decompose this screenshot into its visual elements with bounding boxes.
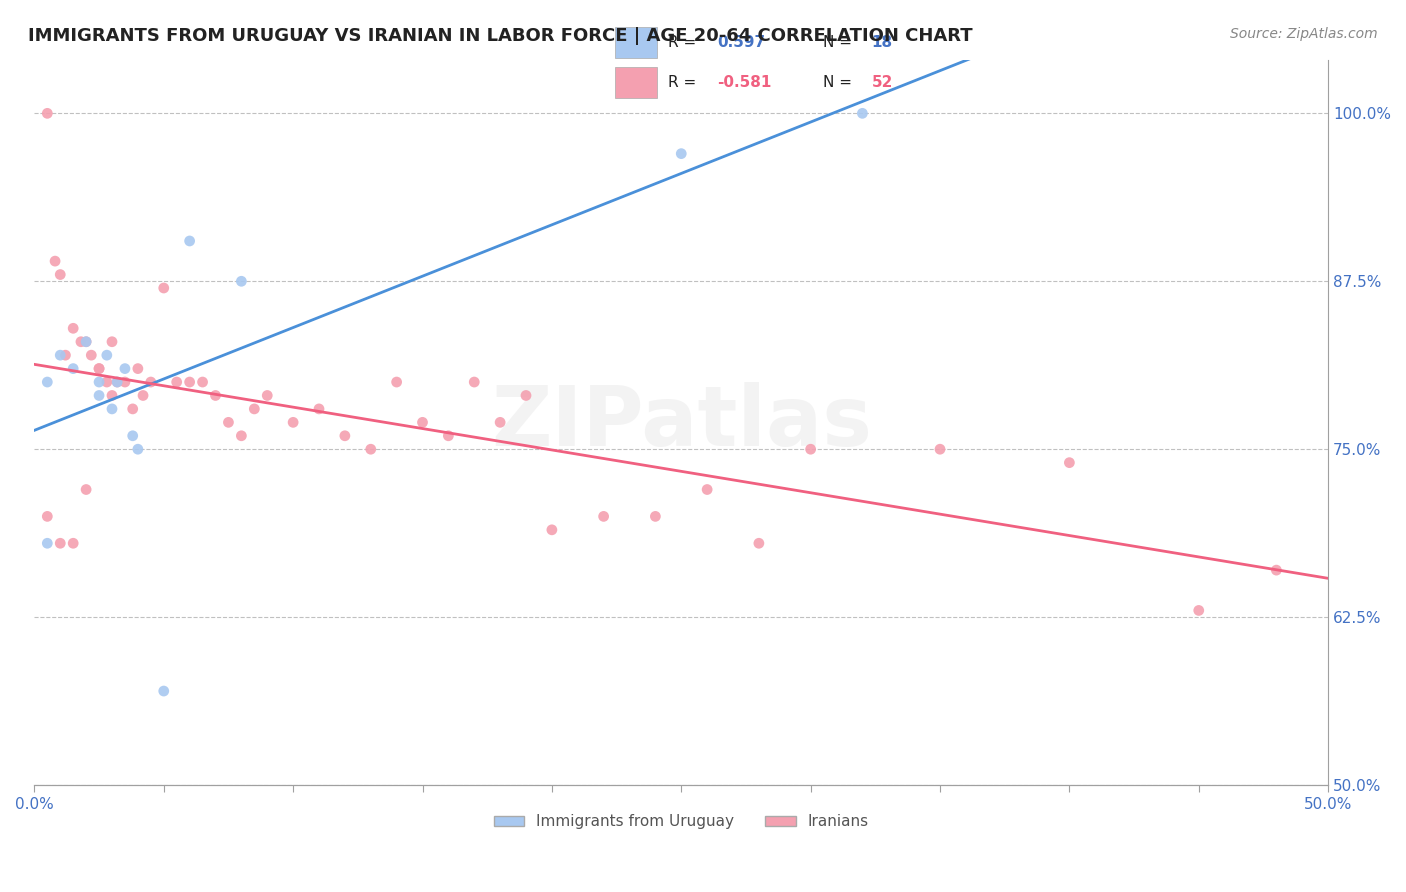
Point [412, 415, 434, 429]
Point [75, 483, 97, 497]
Point [308, 401, 330, 416]
Point [80, 348, 103, 362]
Point [929, 442, 952, 457]
Point [121, 401, 143, 416]
Point [121, 429, 143, 443]
Point [489, 415, 512, 429]
Point [333, 429, 356, 443]
Point [179, 234, 201, 248]
Point [191, 375, 214, 389]
Point [541, 523, 564, 537]
Point [105, 375, 128, 389]
Point [515, 388, 537, 402]
Point [179, 375, 201, 389]
Point [360, 442, 382, 457]
Point [152, 684, 174, 698]
Point [1265, 563, 1288, 577]
Text: IMMIGRANTS FROM URUGUAY VS IRANIAN IN LABOR FORCE | AGE 20-64 CORRELATION CHART: IMMIGRANTS FROM URUGUAY VS IRANIAN IN LA… [28, 27, 973, 45]
Text: R =: R = [668, 75, 702, 89]
Text: R =: R = [668, 36, 702, 50]
Point [105, 375, 128, 389]
Point [748, 536, 770, 550]
Text: 0.597: 0.597 [717, 36, 765, 50]
Point [75, 334, 97, 349]
Point [55, 348, 77, 362]
Point [114, 375, 136, 389]
Text: ZIPatlas: ZIPatlas [491, 382, 872, 463]
Point [127, 361, 149, 376]
Point [132, 388, 155, 402]
Point [70, 334, 93, 349]
FancyBboxPatch shape [616, 67, 658, 98]
Point [463, 375, 485, 389]
Point [231, 429, 253, 443]
Point [217, 415, 239, 429]
Point [166, 375, 188, 389]
Point [644, 509, 666, 524]
Point [101, 401, 124, 416]
Point [101, 388, 124, 402]
Point [592, 509, 614, 524]
Text: Source: ZipAtlas.com: Source: ZipAtlas.com [1230, 27, 1378, 41]
Point [87, 388, 110, 402]
Point [44, 254, 66, 268]
Point [96, 375, 118, 389]
Point [243, 401, 266, 416]
Point [851, 106, 873, 120]
Point [800, 442, 823, 457]
Text: N =: N = [823, 75, 856, 89]
Point [75, 334, 97, 349]
Point [62, 321, 84, 335]
Point [96, 348, 118, 362]
Point [49, 268, 72, 282]
Point [281, 415, 304, 429]
Point [1059, 456, 1081, 470]
Point [62, 361, 84, 376]
FancyBboxPatch shape [616, 27, 658, 58]
Point [385, 375, 408, 389]
Point [37, 509, 59, 524]
Point [696, 483, 718, 497]
Point [671, 146, 693, 161]
Point [204, 388, 226, 402]
Point [101, 334, 124, 349]
Text: -0.581: -0.581 [717, 75, 772, 89]
Point [49, 348, 72, 362]
Point [49, 536, 72, 550]
Point [87, 361, 110, 376]
Point [127, 442, 149, 457]
Point [437, 429, 460, 443]
Point [37, 375, 59, 389]
Point [37, 106, 59, 120]
Point [256, 388, 278, 402]
Text: 52: 52 [872, 75, 893, 89]
Point [62, 536, 84, 550]
Legend: Immigrants from Uruguay, Iranians: Immigrants from Uruguay, Iranians [488, 808, 875, 836]
Point [87, 375, 110, 389]
Text: N =: N = [823, 36, 856, 50]
Point [231, 274, 253, 288]
Point [114, 361, 136, 376]
Point [139, 375, 162, 389]
Text: 18: 18 [872, 36, 893, 50]
Point [87, 361, 110, 376]
Point [1188, 603, 1211, 617]
Point [37, 536, 59, 550]
Point [152, 281, 174, 295]
